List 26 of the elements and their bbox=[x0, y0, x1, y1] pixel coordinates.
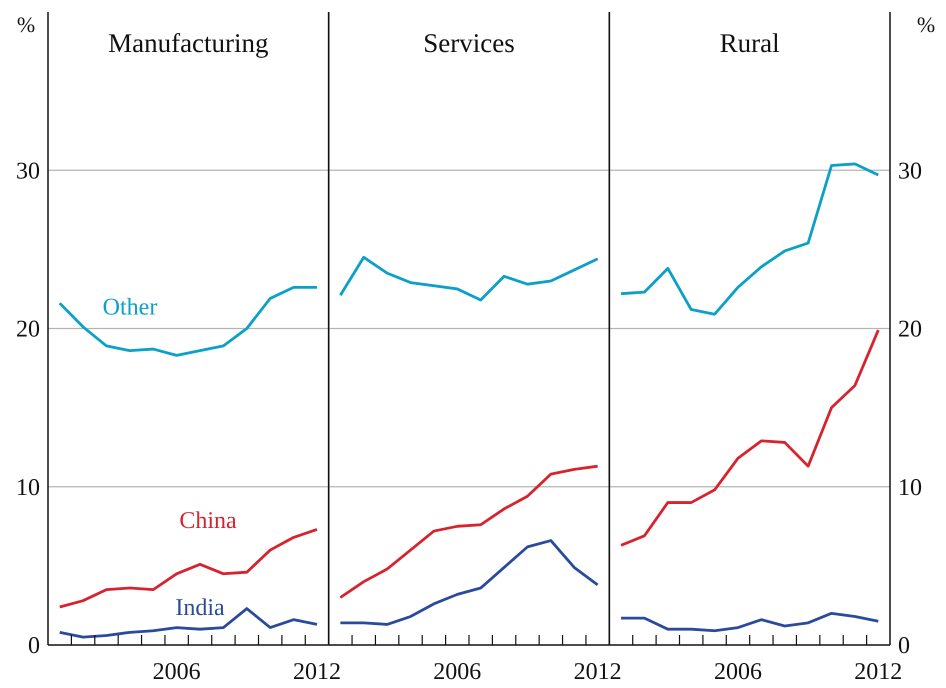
x-tick-label: 2012 bbox=[292, 659, 341, 685]
series-label: China bbox=[179, 508, 238, 534]
line-series bbox=[620, 612, 880, 632]
text: Services bbox=[423, 28, 515, 58]
y-tick-label: 10 bbox=[898, 474, 922, 501]
x-tick-label: 2006 bbox=[152, 659, 201, 685]
series-label: Other bbox=[102, 294, 158, 320]
line-series bbox=[58, 286, 318, 357]
series-label: India bbox=[175, 594, 226, 621]
y-axis-title: % bbox=[916, 12, 936, 37]
x-tick-label: 2012 bbox=[854, 659, 902, 685]
y-tick-label: 20 bbox=[898, 316, 922, 342]
x-tick-label: 2012 bbox=[574, 659, 622, 685]
x-tick-label: 2006 bbox=[433, 659, 482, 685]
text: Manufacturing bbox=[108, 28, 269, 58]
x-tick-label: 2006 bbox=[714, 659, 762, 685]
y-tick-label: 30 bbox=[16, 158, 40, 184]
line-series bbox=[620, 162, 880, 316]
y-tick-label: 30 bbox=[898, 158, 922, 184]
y-tick-label: 0 bbox=[28, 633, 40, 659]
y-tick-label: 0 bbox=[898, 633, 910, 659]
text: Rural bbox=[720, 28, 780, 58]
y-tick-label: 10 bbox=[16, 474, 40, 501]
line-series bbox=[620, 328, 880, 547]
y-axis-title: % bbox=[16, 12, 36, 37]
y-tick-label: 20 bbox=[16, 316, 40, 342]
